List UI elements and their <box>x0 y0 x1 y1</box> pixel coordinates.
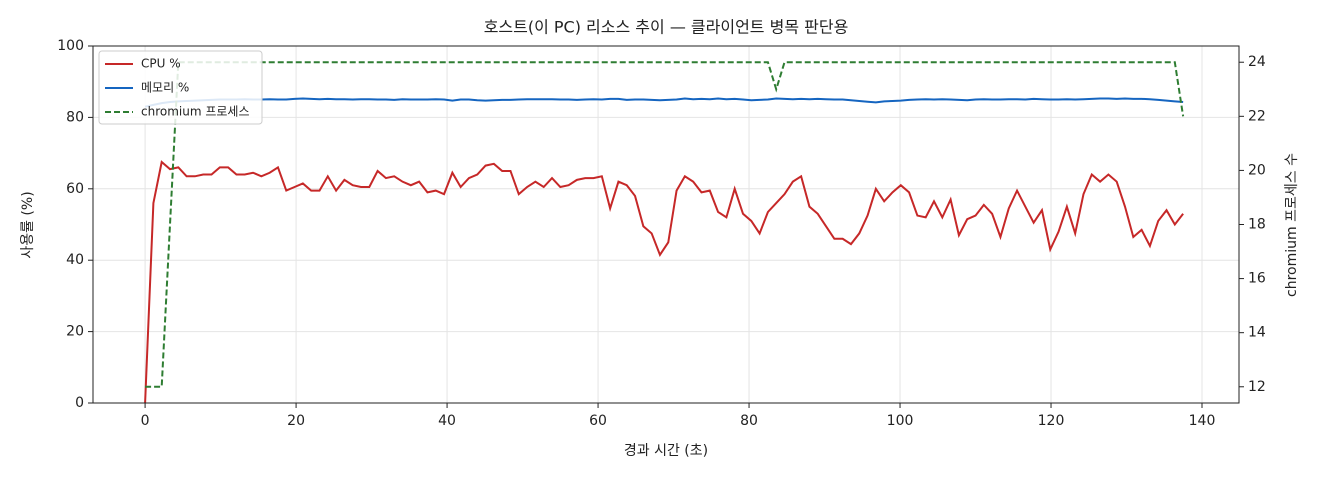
x-axis-label: 경과 시간 (초) <box>624 443 708 459</box>
series-line <box>144 97 1184 108</box>
x-tick-label: 40 <box>438 413 456 429</box>
series-line <box>145 61 1185 388</box>
y-axis-label: 사용률 (%) <box>20 191 36 258</box>
x-tick-label: 120 <box>1038 413 1065 429</box>
y2-tick-label: 14 <box>1248 325 1266 341</box>
legend-label: 메모리 % <box>141 81 189 95</box>
y-tick-label: 80 <box>66 109 84 125</box>
x-tick-label: 80 <box>740 413 758 429</box>
x-tick-label: 20 <box>287 413 305 429</box>
y2-tick-label: 16 <box>1248 271 1266 287</box>
y-tick-label: 60 <box>66 181 84 197</box>
series-line <box>144 160 1184 404</box>
chart-title: 호스트(이 PC) 리소스 추이 — 클라이언트 병목 판단용 <box>484 18 849 37</box>
legend-label: CPU % <box>141 57 181 71</box>
y-tick-label: 0 <box>75 395 84 411</box>
y-tick-label: 100 <box>57 38 84 54</box>
y2-tick-label: 20 <box>1248 162 1266 178</box>
y2-tick-label: 12 <box>1248 379 1266 395</box>
x-tick-label: 60 <box>589 413 607 429</box>
y2-axis-label: chromium 프로세스 수 <box>1284 153 1300 297</box>
y-tick-label: 40 <box>66 252 84 268</box>
y2-tick-label: 24 <box>1248 54 1266 70</box>
legend-box <box>98 50 263 125</box>
y-tick-label: 20 <box>66 324 84 340</box>
legend-label: chromium 프로세스 <box>141 105 250 119</box>
x-tick-label: 0 <box>141 413 150 429</box>
x-tick-label: 100 <box>887 413 914 429</box>
plot-frame <box>92 45 1240 404</box>
x-tick-label: 140 <box>1189 413 1216 429</box>
y2-tick-label: 18 <box>1248 217 1266 233</box>
y2-tick-label: 22 <box>1248 108 1266 124</box>
